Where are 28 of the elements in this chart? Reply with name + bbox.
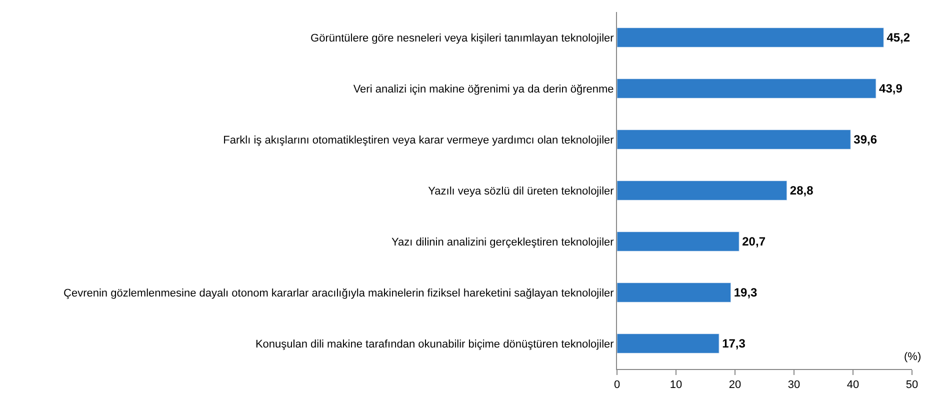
data-label: 19,3 <box>734 286 758 300</box>
data-label: 28,8 <box>790 184 814 198</box>
x-tick-label: 10 <box>670 379 682 392</box>
y-tick-label: Çevrenin gözlemlenmesine dayalı otonom kararlar aracılığıyla makinelerin fiziksel hareketini sağlayan teknolojiler <box>64 287 614 300</box>
data-label: 39,6 <box>854 132 878 146</box>
data-label: 45,2 <box>886 30 910 44</box>
bar <box>617 180 788 200</box>
data-label: 20,7 <box>742 234 766 248</box>
x-tick-label: 40 <box>846 379 860 392</box>
y-tick-label: Görüntülere göre nesneleri veya kişileri tanımlayan teknolojiler <box>310 32 614 44</box>
data-label: 17,3 <box>722 336 746 350</box>
bar <box>617 28 884 48</box>
y-tick-label: Konuşulan dili makine tarafından okunabilir biçime dönüştüren teknolojiler <box>255 338 614 350</box>
y-tick-label: Farklı iş akışlarını otomatikleştiren veya karar vermeye yardımcı olan teknolojiler <box>223 134 614 146</box>
bar <box>617 334 720 354</box>
x-axis-title: (%) <box>904 351 922 363</box>
bar <box>617 282 732 302</box>
data-label: 43,9 <box>879 82 903 96</box>
x-tick-label: 50 <box>906 379 918 392</box>
x-tick-label: 20 <box>728 379 742 392</box>
bar <box>617 232 740 252</box>
x-tick-label: 0 <box>614 379 620 392</box>
bar <box>617 130 851 150</box>
y-tick-label: Yazılı veya sözlü dil üreten teknolojiler <box>428 185 614 198</box>
y-tick-label: Yazı dilinin analizini gerçekleştiren teknolojiler <box>391 236 614 248</box>
y-tick-label: Veri analizi için makine öğrenimi ya da derin öğrenme <box>353 83 614 96</box>
x-tick-label: 30 <box>788 379 800 392</box>
bar <box>617 78 876 98</box>
